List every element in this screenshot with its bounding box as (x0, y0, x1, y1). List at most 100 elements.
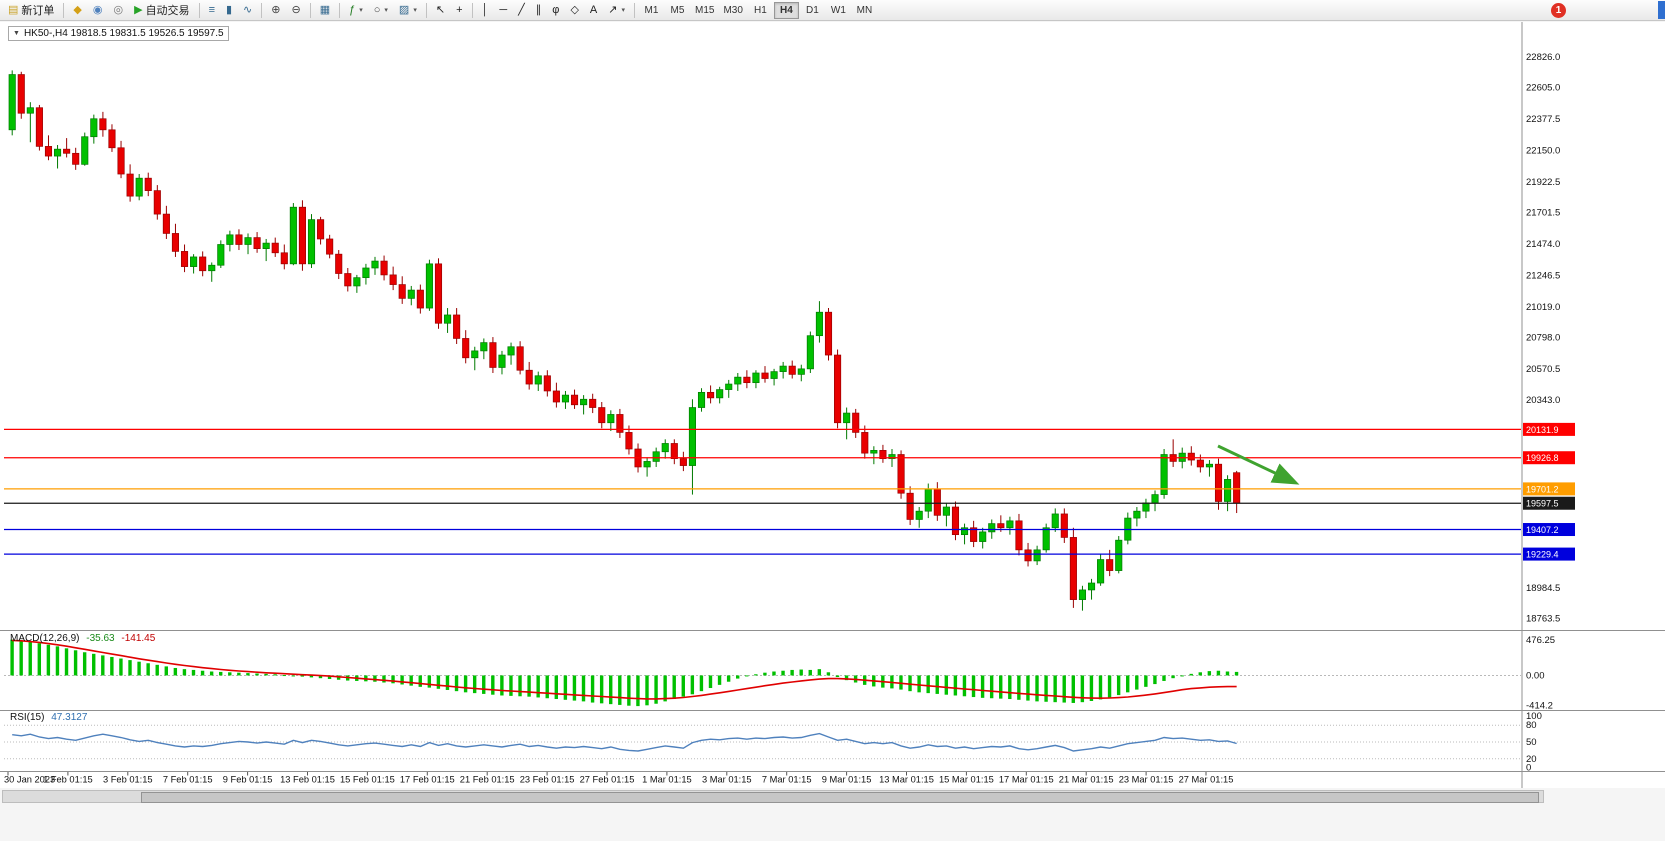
timeframe-mn[interactable]: MN (852, 2, 877, 19)
rsi-name: RSI(15) (10, 712, 45, 723)
time-axis-label: 30 Jan 2023 (4, 775, 55, 785)
indicators-icon[interactable]: ƒ ▾ (344, 1, 368, 19)
macd-bar (672, 675, 676, 700)
horizontal-line-icon[interactable]: ─ (494, 1, 512, 19)
text-label-icon[interactable]: A (585, 1, 602, 19)
timeframe-m1[interactable]: M1 (639, 2, 664, 19)
candle (90, 118, 98, 138)
macd-bar (382, 675, 386, 683)
candle (1042, 527, 1050, 551)
zoom-in-icon[interactable]: ⊕ (266, 1, 285, 19)
price-tag[interactable] (1523, 496, 1575, 510)
y-axis-label: 22826.0 (1526, 52, 1560, 63)
price-tag[interactable] (1523, 547, 1575, 561)
macd-bar (137, 661, 141, 676)
candle (425, 263, 433, 309)
bar-chart-icon[interactable]: ≡ (204, 1, 220, 19)
price-tag[interactable] (1523, 451, 1575, 465)
templates-icon[interactable]: ▨ ▾ (394, 1, 422, 19)
line-chart-icon[interactable]: ∿ (238, 1, 257, 19)
macd-bar (1216, 670, 1221, 676)
candle (317, 219, 325, 240)
candle (162, 213, 170, 234)
candle (353, 277, 361, 287)
cursor-icon[interactable]: ↖ (431, 1, 450, 19)
timeframe-h1[interactable]: H1 (748, 2, 773, 19)
chart-profiles-icon[interactable]: ◆ (68, 1, 86, 19)
arrows-icon[interactable]: ↗ ▾ (603, 1, 630, 19)
macd-bar (164, 666, 168, 676)
candle (697, 391, 706, 408)
macd-axis-label: 0.00 (1526, 670, 1545, 681)
zoom-out-icon[interactable]: ⊖ (286, 1, 305, 19)
scrollbar-thumb[interactable] (141, 792, 1539, 803)
timeframe-m5[interactable]: M5 (665, 2, 690, 19)
macd-bar (645, 675, 649, 706)
price-tag[interactable] (1523, 422, 1575, 436)
price-tag[interactable] (1523, 523, 1575, 537)
timeframe-h4[interactable]: H4 (773, 1, 799, 19)
rsi-axis-label: 50 (1526, 737, 1537, 748)
candlestick-chart-icon[interactable]: ▮ (221, 1, 237, 19)
y-axis-label: 21246.5 (1526, 270, 1560, 281)
macd-bar (1234, 671, 1239, 676)
strategy-tester-icon[interactable]: ◎ (108, 1, 128, 19)
candle (398, 284, 406, 299)
autotrade-button[interactable]: ▶ 自动交易 (129, 1, 194, 19)
macd-bar (418, 675, 422, 687)
tile-windows-icon[interactable]: ▦ (315, 1, 335, 19)
candle (1224, 479, 1232, 502)
price-tag[interactable] (1523, 482, 1575, 496)
candle (471, 350, 479, 359)
macd-bar (282, 675, 286, 677)
candle (707, 391, 715, 399)
y-axis-label: 18763.5 (1526, 613, 1560, 624)
autotrade-icon: ▶ (134, 3, 143, 16)
fibonacci-icon[interactable]: φ (547, 1, 564, 19)
new-order-button[interactable]: ▤ 新订单 (3, 1, 59, 19)
candle (280, 252, 288, 265)
periods-icon[interactable]: ○ ▾ (369, 1, 393, 19)
candle (17, 74, 25, 114)
shapes-icon[interactable]: ◇ (565, 1, 583, 19)
equidistant-channel-icon[interactable]: ∥ (531, 1, 547, 19)
macd-bar (509, 675, 513, 696)
macd-bar (1044, 675, 1048, 702)
macd-bar (391, 675, 395, 684)
dropdown-arrow-icon: ▾ (413, 7, 417, 14)
macd-bar (663, 675, 667, 702)
candle (380, 260, 388, 276)
candle (580, 398, 588, 406)
zoom-in-icon: ⊕ (271, 3, 281, 16)
candle (752, 372, 760, 384)
macd-bar (563, 675, 568, 700)
timeframe-w1[interactable]: W1 (826, 2, 851, 19)
macd-bar (28, 642, 32, 676)
time-axis-label: 23 Feb 01:15 (520, 775, 575, 785)
vertical-line-icon[interactable]: │ (477, 1, 494, 19)
macd-bar (1026, 675, 1030, 701)
trendline-icon[interactable]: ╱ (513, 1, 530, 19)
shapes-icon: ◇ (570, 3, 579, 16)
candle (1196, 459, 1204, 468)
candle (1087, 582, 1096, 591)
macd-bar (763, 672, 767, 676)
macd-bar (273, 674, 277, 676)
horizontal-scrollbar[interactable] (2, 790, 1544, 803)
time-axis-label: 15 Feb 01:15 (340, 775, 395, 785)
trend-arrow[interactable] (1217, 444, 1300, 485)
crosshair-icon[interactable]: + (451, 1, 467, 19)
time-axis-label: 1 Mar 01:15 (642, 775, 692, 785)
timeframe-m30[interactable]: M30 (719, 2, 746, 19)
collapse-arrow-icon[interactable]: ▼ (13, 30, 20, 37)
strategy-tester-icon: ◎ (113, 3, 124, 16)
macd-bar (944, 675, 949, 695)
notifications-badge[interactable]: 1 (1551, 2, 1566, 18)
timeframe-m15[interactable]: M15 (691, 2, 718, 19)
timeframe-d1[interactable]: D1 (800, 2, 825, 19)
candle (434, 263, 443, 324)
market-watch-icon[interactable]: ◉ (88, 1, 108, 19)
candle (1078, 589, 1087, 600)
